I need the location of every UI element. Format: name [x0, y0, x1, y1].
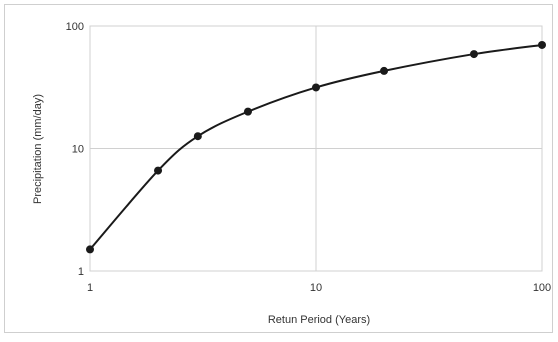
y-axis-label: Precipitation (mm/day)	[32, 94, 44, 204]
data-point	[380, 66, 389, 75]
y-tick-label: 10	[72, 144, 84, 156]
data-point	[86, 245, 94, 254]
y-tick-label: 100	[66, 21, 84, 33]
x-tick-label: 100	[533, 282, 551, 294]
x-axis-label: Retun Period (Years)	[268, 314, 370, 326]
data-point	[243, 107, 252, 116]
data-point	[312, 83, 320, 92]
x-tick-labels: 1 10 100	[87, 282, 551, 294]
y-tick-labels: 1 10 100	[66, 21, 84, 278]
data-point	[538, 40, 546, 49]
x-tick-label: 1	[87, 282, 93, 294]
data-point	[469, 50, 478, 59]
grid-lines	[89, 25, 543, 272]
y-tick-label: 1	[78, 266, 84, 278]
series-group	[86, 40, 546, 254]
data-point	[193, 132, 202, 141]
precipitation-chart: 1 10 100 1 10 100 Retun Period (Years) Preci…	[32, 21, 551, 326]
data-point	[154, 166, 163, 175]
chart-container: 1 10 100 1 10 100 Retun Period (Years) Preci…	[4, 4, 553, 333]
x-tick-label: 10	[310, 282, 322, 294]
